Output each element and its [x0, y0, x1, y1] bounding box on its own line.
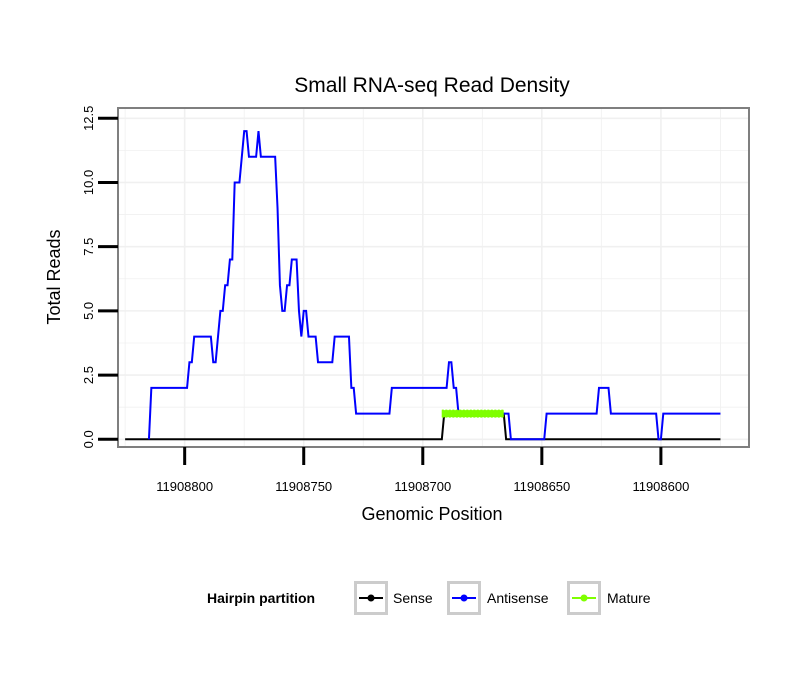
legend-label-mature: Mature: [607, 590, 651, 606]
legend-dot-antisense: [460, 594, 468, 602]
y-tick-label: 12.5: [81, 106, 96, 131]
legend-dot-sense: [367, 594, 375, 602]
x-axis: 11908800 11908750 11908700 11908650 11908600: [156, 447, 689, 494]
legend: Hairpin partition Sense Antisense Mature: [207, 581, 651, 615]
y-axis: 0.0 2.5 5.0 7.5 10.0 12.5: [81, 106, 118, 448]
series-layer: [125, 130, 721, 441]
legend-label-antisense: Antisense: [487, 590, 549, 606]
y-axis-label: Total Reads: [44, 229, 64, 324]
legend-label-sense: Sense: [393, 590, 433, 606]
chart-title: Small RNA-seq Read Density: [294, 74, 570, 97]
grid-lines: [118, 108, 749, 447]
y-tick-label: 2.5: [81, 366, 96, 384]
y-tick-label: 0.0: [81, 430, 96, 448]
x-axis-label: Genomic Position: [361, 504, 502, 524]
x-tick-label: 11908700: [394, 479, 451, 494]
legend-dot-mature: [580, 594, 588, 602]
y-tick-label: 7.5: [81, 238, 96, 256]
plot-area: [118, 108, 749, 447]
x-tick-label: 11908800: [156, 479, 213, 494]
y-tick-label: 10.0: [81, 170, 96, 195]
legend-title: Hairpin partition: [207, 590, 315, 606]
x-tick-label: 11908600: [632, 479, 689, 494]
x-tick-label: 11908650: [513, 479, 570, 494]
series-antisense-line: [147, 130, 721, 441]
plot-border: [117, 107, 750, 448]
y-tick-label: 5.0: [81, 302, 96, 320]
x-tick-label: 11908750: [275, 479, 332, 494]
plot-frame: [117, 107, 750, 448]
plot-background: [118, 108, 749, 447]
